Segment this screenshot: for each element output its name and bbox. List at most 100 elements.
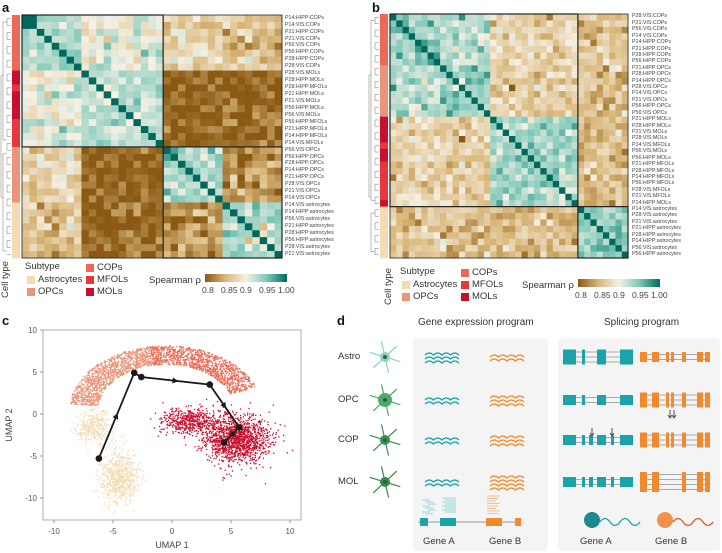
cell-point — [122, 436, 124, 438]
heatmap-cell — [584, 129, 591, 137]
heatmap-cell — [244, 209, 253, 217]
heatmap-cell — [465, 103, 472, 111]
heatmap-cell — [22, 112, 30, 120]
cell-point — [132, 486, 135, 489]
heatmap-cell — [22, 98, 30, 106]
heatmap-cell — [237, 230, 246, 238]
heatmap-cell — [496, 161, 504, 169]
heatmap-cell — [74, 42, 82, 51]
heatmap-cell — [446, 225, 454, 233]
heatmap-cell — [496, 245, 504, 252]
heatmap-cell — [185, 98, 194, 106]
cell-point — [129, 495, 131, 498]
heatmap-cell — [452, 14, 460, 21]
cell-point — [91, 408, 93, 411]
heatmap-cell — [527, 232, 535, 240]
heatmap-cell — [396, 116, 403, 124]
cell-point — [108, 446, 110, 448]
heatmap-cell — [490, 91, 497, 98]
heatmap-cell — [133, 91, 142, 99]
heatmap-cell — [36, 56, 45, 64]
heatmap-cell — [590, 142, 598, 150]
heatmap-cell — [185, 42, 194, 51]
heatmap-cell — [274, 230, 283, 238]
heatmap-cell — [421, 136, 428, 143]
heatmap-cell — [170, 181, 179, 189]
cell-point — [92, 436, 95, 438]
cell-point — [124, 354, 127, 357]
heatmap-cell — [74, 21, 82, 30]
heatmap-cell — [140, 91, 149, 99]
heatmap-cell — [421, 232, 428, 240]
cell-point — [113, 375, 115, 378]
heatmap-cell — [440, 71, 447, 79]
heatmap-cell — [471, 193, 479, 201]
heatmap-cell — [44, 133, 53, 141]
cell-point — [104, 371, 106, 373]
heatmap-cell — [230, 188, 238, 196]
heatmap-cell — [215, 28, 223, 37]
cell-point — [109, 483, 112, 486]
cell-point — [90, 393, 93, 395]
heatmap-cell — [458, 46, 466, 53]
heatmap-cell — [178, 133, 186, 141]
heatmap-cell — [118, 70, 127, 78]
cell-point — [93, 412, 96, 414]
cell-point — [146, 358, 148, 361]
cell-point — [82, 403, 85, 405]
heatmap-cell — [615, 129, 623, 137]
cell-point — [117, 466, 120, 469]
dendrogram-branch — [2, 153, 7, 252]
heatmap-cell — [408, 33, 416, 41]
heatmap-cell — [502, 46, 510, 53]
cell-point — [124, 504, 127, 506]
heatmap-cell — [155, 167, 164, 176]
heatmap-cell — [621, 110, 629, 118]
cell-point — [100, 361, 103, 364]
heatmap-cell — [178, 167, 186, 176]
cell-point — [84, 435, 87, 437]
heatmap-cell — [559, 206, 566, 214]
heatmap-cell — [446, 180, 454, 188]
heatmap-cell — [421, 97, 428, 105]
heatmap-cell — [118, 244, 127, 252]
heatmap-cell — [408, 123, 416, 130]
row-label: P14:VIS:OPCs — [632, 90, 668, 97]
heatmap-cell — [178, 126, 186, 134]
heatmap-cell — [140, 174, 149, 183]
heatmap-cell — [596, 84, 604, 92]
heatmap-cell — [402, 33, 410, 41]
heatmap-cell — [509, 168, 516, 175]
heatmap-cell — [133, 70, 142, 78]
heatmap-cell — [252, 167, 261, 176]
heatmap-cell — [571, 136, 579, 143]
heatmap-cell — [390, 200, 397, 208]
heatmap-cell — [185, 153, 194, 162]
cell-point — [105, 422, 108, 425]
heatmap-cell — [74, 209, 82, 217]
cell-point — [136, 477, 139, 480]
heatmap-cell — [515, 136, 522, 143]
heatmap-cell — [502, 78, 510, 86]
heatmap-cell — [609, 39, 616, 47]
cell-point — [77, 392, 79, 395]
heatmap-cell — [185, 188, 194, 196]
heatmap-cell — [200, 188, 209, 196]
heatmap-cell — [471, 155, 479, 163]
heatmap-cell — [163, 251, 171, 259]
heatmap-cell — [155, 216, 164, 224]
cell-point — [124, 481, 127, 483]
heatmap-cell — [267, 244, 275, 252]
heatmap-cell — [515, 20, 522, 28]
cell-point — [117, 424, 119, 426]
heatmap-cell — [402, 148, 410, 156]
heatmap-cell — [602, 103, 610, 111]
heatmap-cell — [534, 110, 541, 118]
cell-point — [115, 440, 117, 443]
heatmap-cell — [565, 136, 573, 143]
heatmap-cell — [446, 110, 454, 118]
heatmap-cell — [421, 110, 428, 118]
heatmap-cell — [521, 116, 529, 124]
heatmap-cell — [546, 14, 554, 21]
heatmap-cell — [559, 33, 566, 41]
